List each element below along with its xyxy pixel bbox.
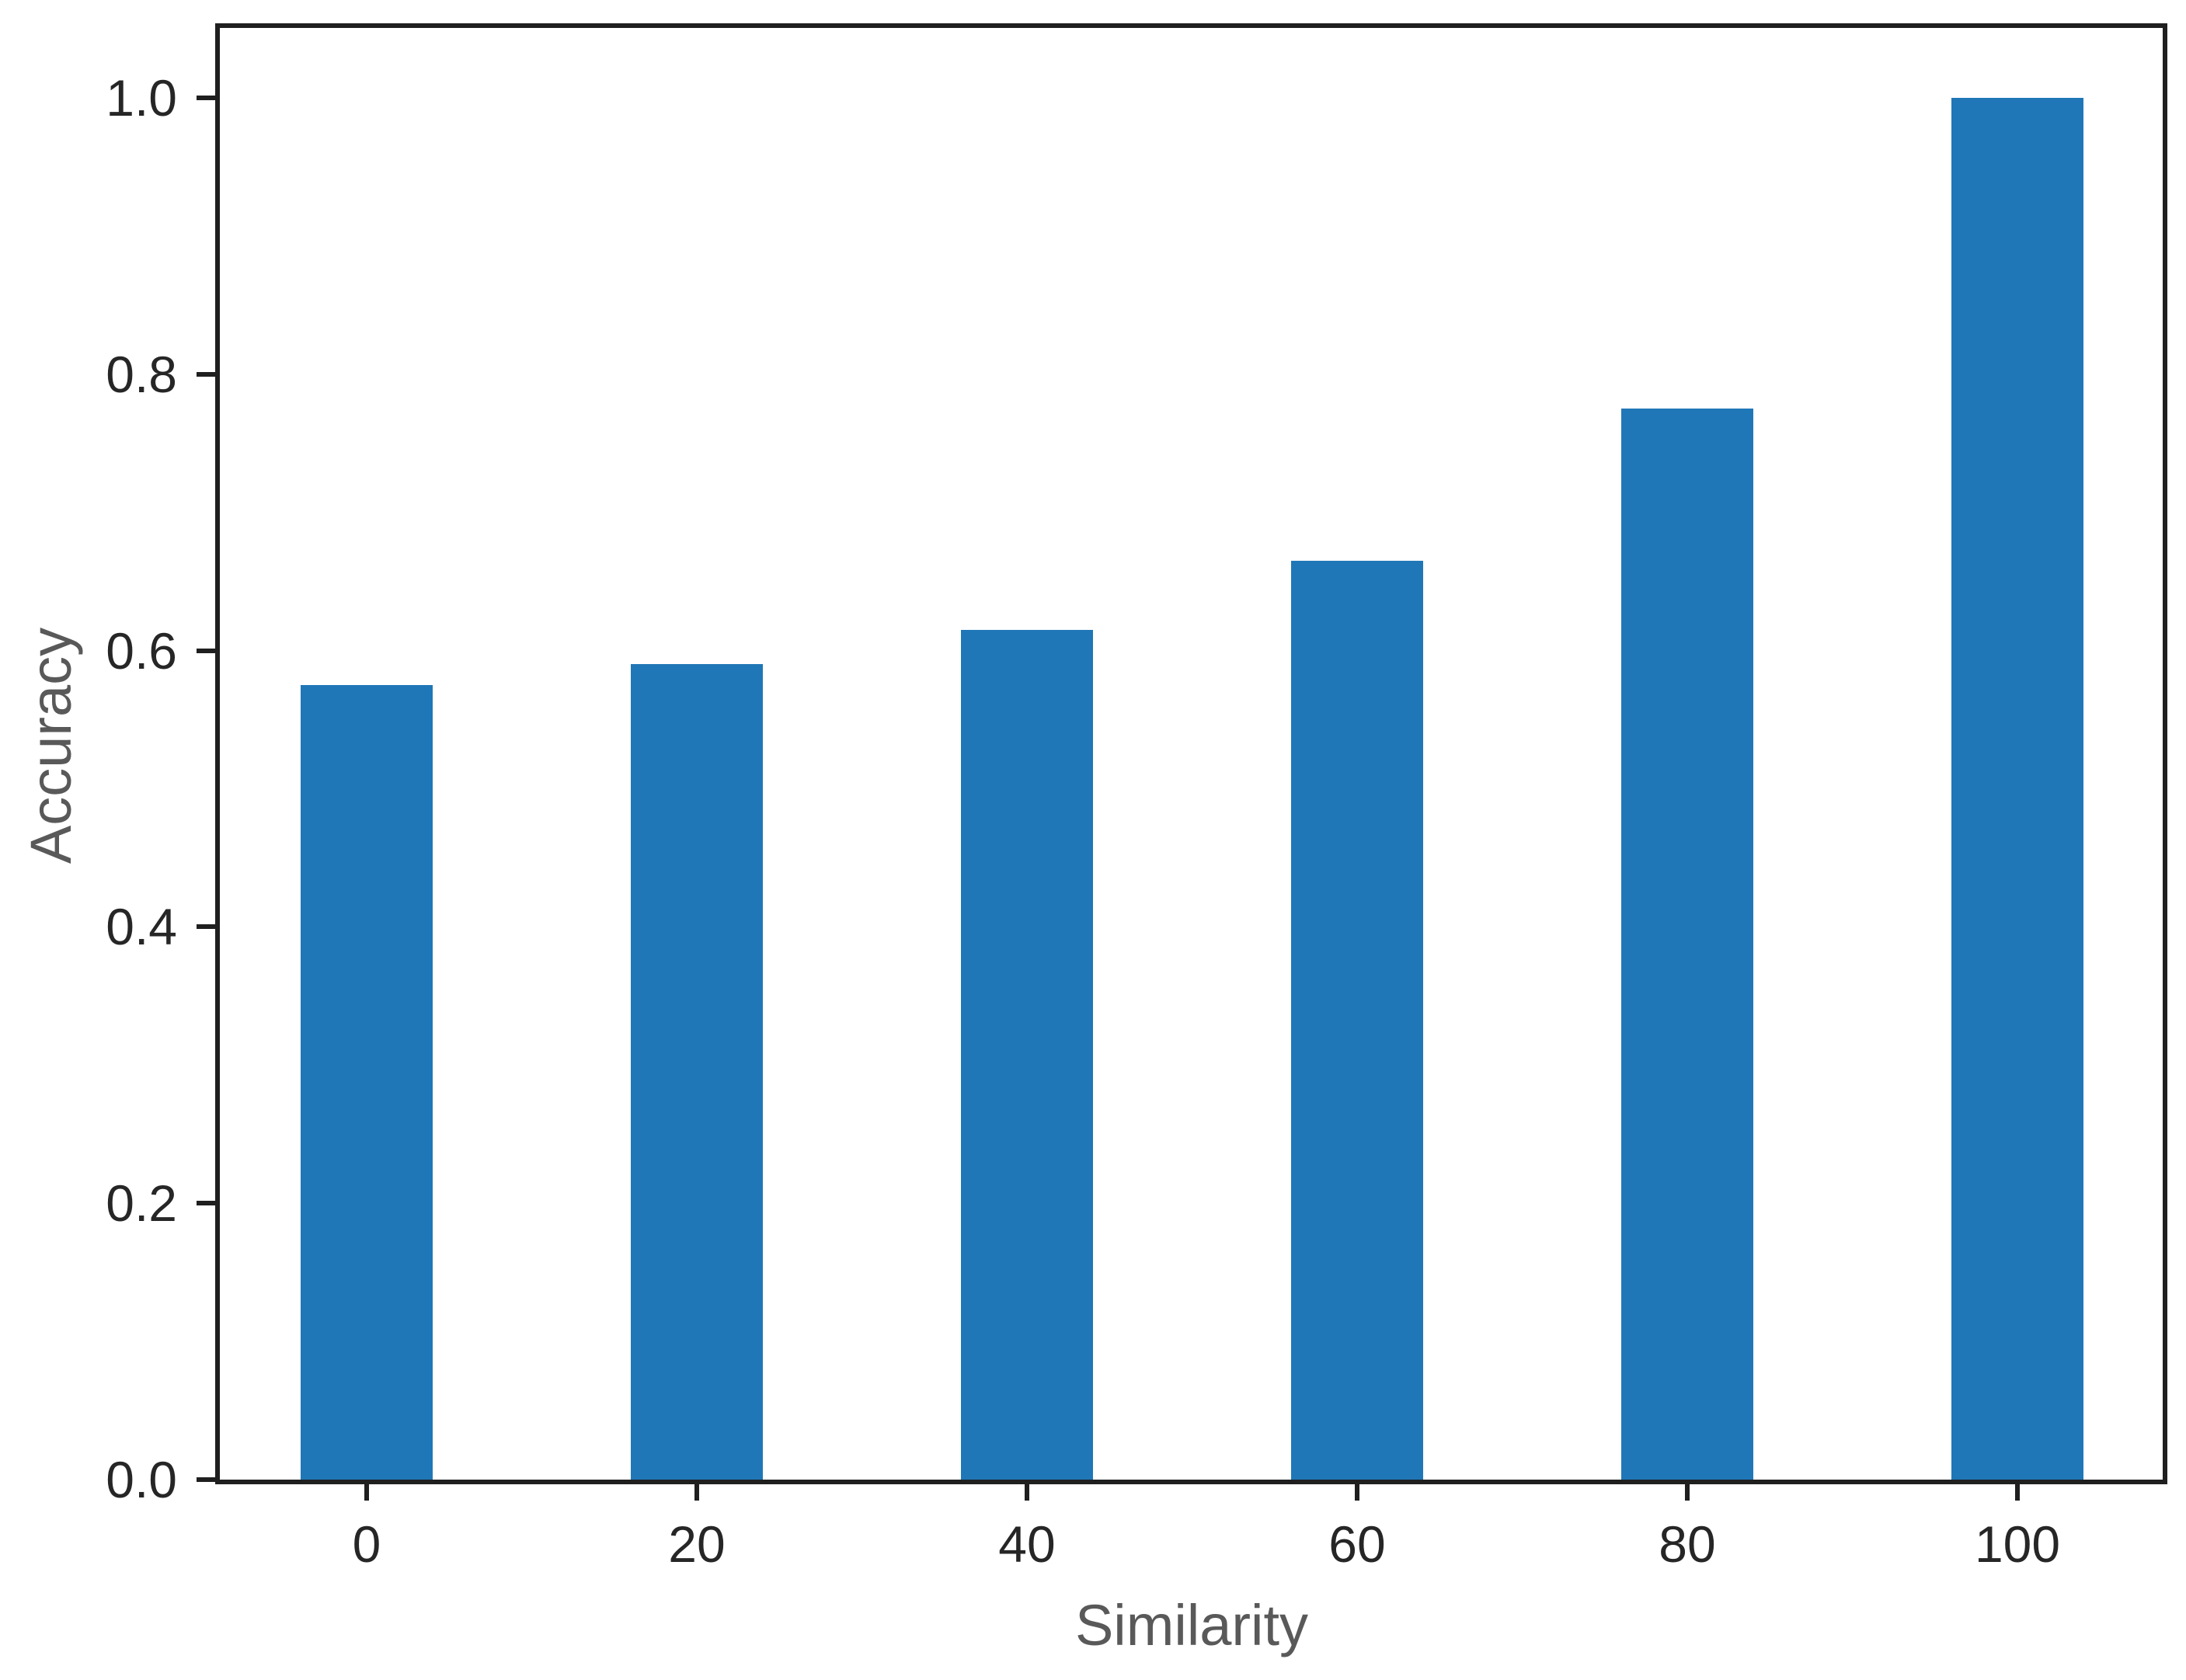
y-tick-label-0.0: 0.0 <box>106 1451 177 1508</box>
bar-similarity-60 <box>1291 560 1423 1480</box>
y-tick-label-1.0: 1.0 <box>106 69 177 127</box>
y-axis-label: Accuracy <box>19 627 83 864</box>
x-tick-label-40: 40 <box>998 1515 1056 1573</box>
y-tick-label-0.4: 0.4 <box>106 898 177 956</box>
x-axis-label: Similarity <box>1074 1593 1309 1657</box>
bar-similarity-20 <box>631 664 763 1480</box>
y-tick-label-0.6: 0.6 <box>106 621 177 680</box>
y-tick-mark-0.8 <box>197 371 218 377</box>
plot-area <box>215 23 2167 1484</box>
x-tick-mark-20 <box>694 1480 699 1501</box>
x-tick-mark-80 <box>1685 1480 1690 1501</box>
y-tick-mark-0.2 <box>197 1201 218 1206</box>
x-tick-label-100: 100 <box>1974 1515 2061 1573</box>
x-tick-mark-100 <box>2015 1480 2020 1501</box>
y-tick-label-0.2: 0.2 <box>106 1174 177 1233</box>
y-tick-mark-1.0 <box>197 96 218 100</box>
x-tick-label-20: 20 <box>668 1515 726 1573</box>
x-tick-mark-60 <box>1355 1480 1359 1501</box>
y-tick-mark-0.4 <box>197 924 218 930</box>
x-tick-label-80: 80 <box>1659 1515 1716 1573</box>
x-tick-label-60: 60 <box>1328 1515 1386 1573</box>
y-tick-label-0.8: 0.8 <box>106 345 177 403</box>
bar-similarity-80 <box>1621 409 1753 1480</box>
bar-similarity-0 <box>301 685 433 1480</box>
x-tick-mark-0 <box>364 1480 369 1501</box>
y-tick-mark-0.0 <box>197 1477 218 1482</box>
y-tick-mark-0.6 <box>197 648 218 653</box>
x-tick-mark-40 <box>1025 1480 1029 1501</box>
bar-similarity-100 <box>1951 98 2083 1480</box>
bar-similarity-40 <box>961 629 1093 1480</box>
x-tick-label-0: 0 <box>352 1515 381 1573</box>
